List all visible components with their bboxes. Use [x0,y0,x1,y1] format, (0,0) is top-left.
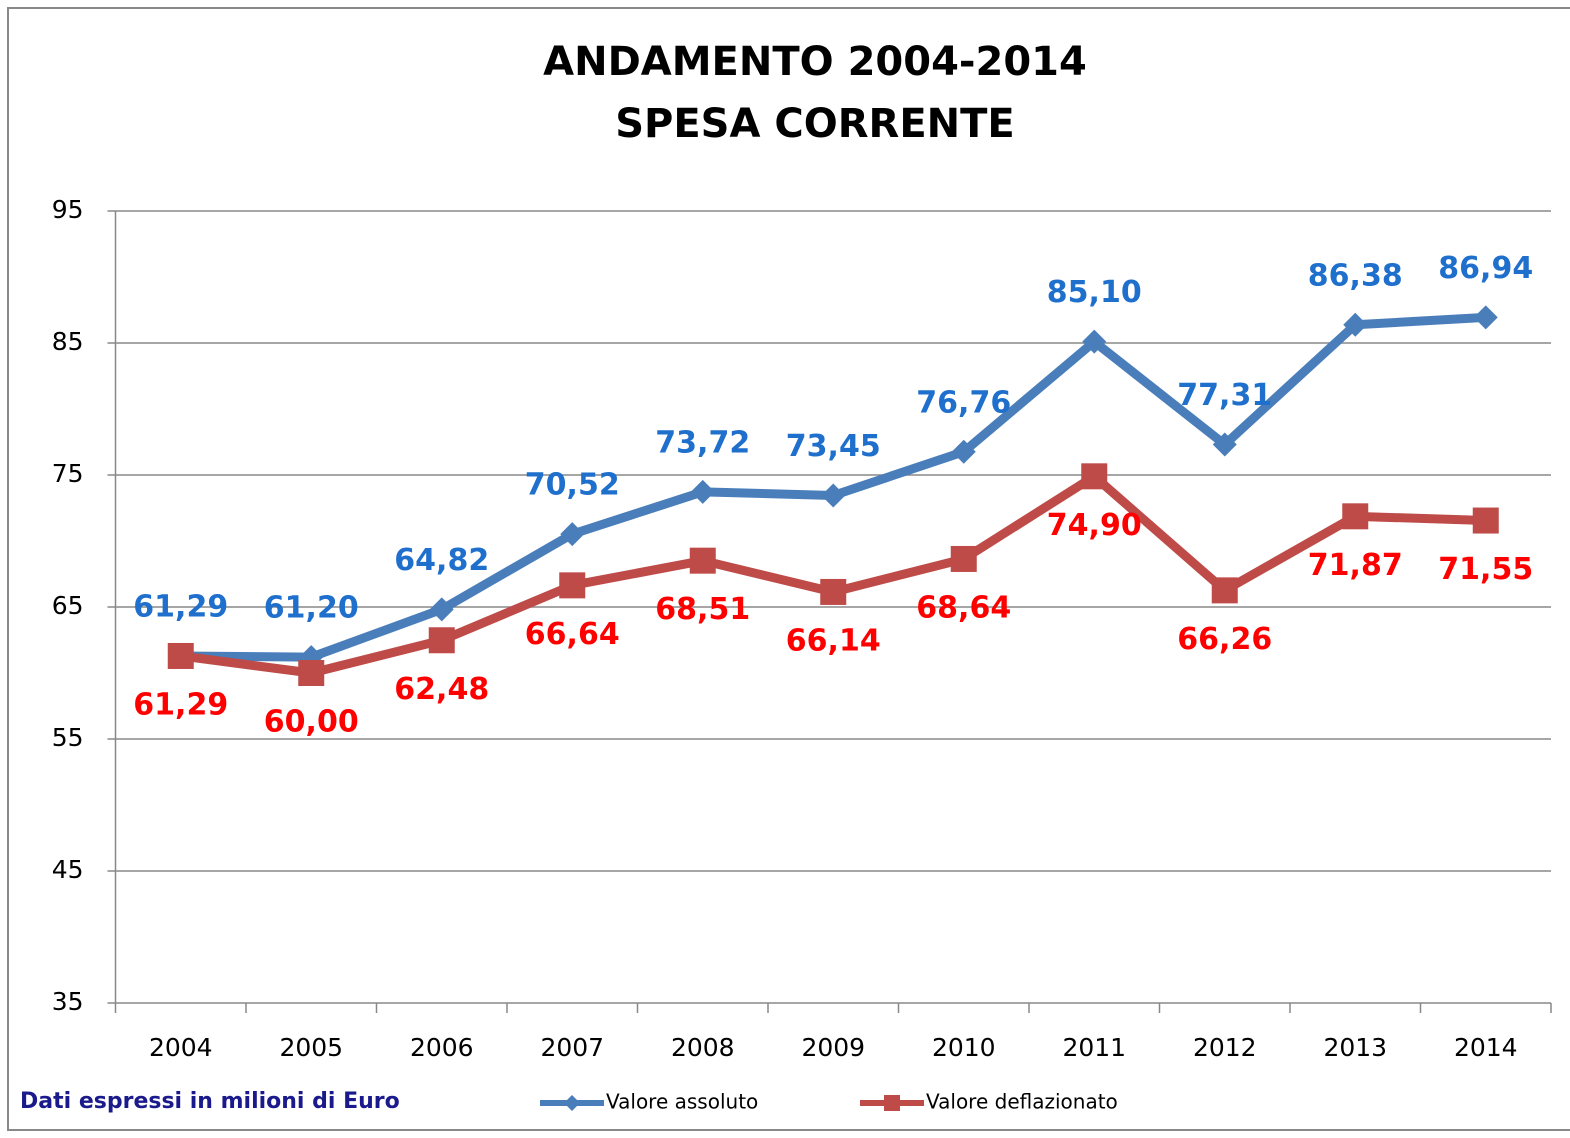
x-tick-label: 2012 [1193,1033,1257,1062]
legend-marker [564,1095,580,1111]
x-tick-label: 2014 [1454,1033,1518,1062]
point-marker [690,479,715,504]
point-marker [1082,329,1107,354]
x-tick-label: 2008 [671,1033,735,1062]
data-label: 77,31 [1177,378,1272,413]
data-label: 66,26 [1177,622,1272,657]
legend-marker [884,1095,900,1111]
point-marker [951,439,976,464]
point-marker [1472,507,1499,534]
chart-title: ANDAMENTO 2004-2014 [543,39,1087,85]
data-label: 61,29 [133,589,228,624]
x-tick-label: 2013 [1323,1033,1387,1062]
data-label: 61,20 [264,591,359,626]
point-marker [1342,503,1369,530]
data-label: 61,29 [133,687,228,722]
point-marker [1343,312,1368,337]
data-label: 71,87 [1308,548,1403,583]
y-tick-label: 45 [52,855,84,884]
point-marker [560,522,585,547]
data-label: 76,76 [916,385,1011,420]
point-marker [428,627,455,654]
data-label: 71,55 [1438,552,1533,587]
data-label: 74,90 [1047,508,1142,543]
y-tick-label: 95 [52,195,84,224]
data-label: 64,82 [394,543,489,578]
data-label: 70,52 [525,468,620,503]
chart-border [7,7,1570,1131]
data-label: 68,64 [916,590,1011,625]
point-marker [559,572,586,599]
y-tick-label: 55 [52,723,84,752]
point-marker [1211,577,1238,604]
data-label: 86,38 [1308,258,1403,293]
x-tick-label: 2011 [1062,1033,1126,1062]
chart-subtitle: SPESA CORRENTE [615,101,1015,147]
footnote: Dati espressi in milioni di Euro [20,1089,400,1114]
point-marker [429,597,454,622]
x-tick-label: 2009 [801,1033,865,1062]
data-label: 73,72 [655,425,750,460]
data-label: 85,10 [1047,275,1142,310]
x-tick-label: 2006 [410,1033,474,1062]
legend-label: Valore assoluto [606,1090,758,1114]
point-marker [1473,305,1498,330]
point-marker [1212,432,1237,457]
y-tick-label: 75 [52,459,84,488]
point-marker [298,660,325,686]
point-marker [950,545,977,572]
data-label: 62,48 [394,672,489,707]
x-tick-label: 2004 [149,1033,213,1062]
legend-label: Valore deflazionato [926,1090,1118,1114]
point-marker [820,578,847,605]
x-tick-label: 2007 [540,1033,604,1062]
y-tick-label: 65 [52,591,84,620]
data-label: 66,64 [525,617,620,652]
data-label: 66,14 [786,623,881,658]
point-marker [689,547,716,574]
point-marker [821,483,846,508]
x-tick-label: 2005 [279,1033,343,1062]
y-tick-label: 35 [52,987,84,1016]
data-label: 86,94 [1438,251,1533,286]
x-tick-label: 2010 [932,1033,996,1062]
point-marker [167,642,194,669]
point-marker [1081,463,1108,490]
data-label: 60,00 [264,705,359,740]
y-tick-label: 85 [52,327,84,356]
data-label: 68,51 [655,592,750,627]
data-label: 73,45 [786,429,881,464]
